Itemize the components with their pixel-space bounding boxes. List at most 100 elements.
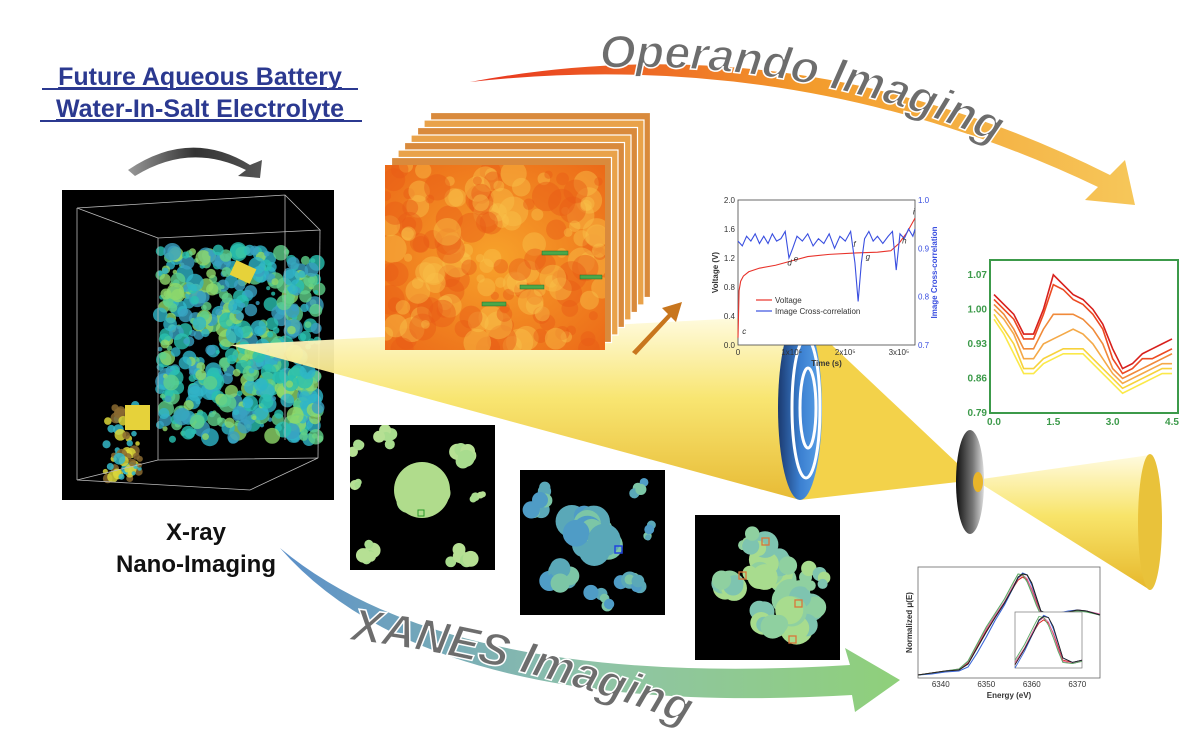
texture-spot xyxy=(385,168,406,192)
particle xyxy=(137,466,142,471)
texture-spot xyxy=(421,319,430,329)
texture-spot xyxy=(582,234,604,256)
series-line-0 xyxy=(993,273,1173,370)
roi-marker xyxy=(761,537,770,546)
texture-spot xyxy=(444,176,455,187)
texture-spot xyxy=(580,331,596,347)
particle xyxy=(550,573,570,593)
texture-spot xyxy=(556,261,587,291)
texture-spot xyxy=(580,196,595,211)
inset-frame xyxy=(1014,611,1083,669)
y-tick-label: 1.07 xyxy=(968,270,988,281)
particle xyxy=(190,295,200,305)
y2-tick-label: 0.7 xyxy=(918,341,930,350)
series-line-0 xyxy=(737,217,916,338)
texture-spot xyxy=(472,194,490,212)
texture-spot xyxy=(580,199,592,212)
normalized-intensity-chart: 0.0 1.5 3.0 4.5 0.79 0.86 0.93 1.00 1.07 xyxy=(968,259,1179,428)
y-tick-label: 1.2 xyxy=(724,254,736,263)
particle xyxy=(195,369,207,381)
particle xyxy=(271,396,277,402)
texture-spot xyxy=(395,328,418,350)
texture-spot xyxy=(548,188,576,216)
particle xyxy=(183,338,190,345)
particle xyxy=(603,598,615,610)
texture-spot xyxy=(539,314,556,331)
x-tick-label: 0 xyxy=(736,348,741,357)
particle xyxy=(394,462,450,518)
particle xyxy=(255,300,260,306)
roi-marker xyxy=(794,599,803,608)
texture-spot xyxy=(385,201,407,225)
texture-spot xyxy=(544,275,558,288)
particle xyxy=(160,339,170,349)
particle xyxy=(205,344,216,356)
texture-spot xyxy=(548,277,572,301)
roi-marker xyxy=(417,509,425,517)
particle xyxy=(742,565,758,581)
particle xyxy=(131,430,137,437)
particle xyxy=(251,389,258,396)
texture-spot xyxy=(385,284,405,315)
title-line-1: Future Aqueous Battery xyxy=(58,63,342,91)
texture-spot xyxy=(526,288,543,305)
y-tick-label: 0.86 xyxy=(968,373,988,384)
texture-spot xyxy=(385,327,394,341)
particle xyxy=(203,375,218,390)
particle xyxy=(353,439,364,450)
texture-spot xyxy=(461,259,477,275)
inset-series-line-4 xyxy=(1014,615,1083,665)
texture-spot xyxy=(459,305,483,329)
particle xyxy=(221,267,232,277)
particle xyxy=(173,333,190,350)
texture-spot xyxy=(524,248,546,271)
texture-spot xyxy=(416,297,443,323)
texture-spot xyxy=(517,289,544,315)
texture-spot xyxy=(500,318,514,332)
particle xyxy=(235,311,245,321)
particle xyxy=(244,303,258,317)
particle xyxy=(299,432,309,441)
particle xyxy=(170,347,181,357)
particle xyxy=(477,491,484,499)
legend-label: Voltage xyxy=(775,296,802,305)
particle xyxy=(303,272,318,288)
particle xyxy=(308,429,324,445)
texture-spot xyxy=(437,295,453,311)
particle xyxy=(258,394,274,409)
particle xyxy=(158,351,167,360)
texture-spot xyxy=(479,165,502,183)
y-tick-label: 0.4 xyxy=(724,312,736,321)
texture-spot xyxy=(385,191,392,201)
texture-spot xyxy=(573,230,590,247)
texture-spot xyxy=(467,311,489,333)
inset-series-line-1 xyxy=(1014,617,1083,664)
particle xyxy=(242,398,253,409)
particle xyxy=(126,440,133,447)
particle xyxy=(469,495,477,503)
particle xyxy=(271,278,279,286)
texture-spot xyxy=(409,233,430,253)
particle xyxy=(113,452,126,465)
particle xyxy=(135,441,140,446)
series-line-1 xyxy=(993,283,1173,375)
texture-spot xyxy=(561,206,570,215)
particle xyxy=(583,584,599,601)
texture-spot xyxy=(454,319,473,338)
texture-spot xyxy=(401,226,416,241)
texture-spot xyxy=(588,311,598,321)
particle xyxy=(158,408,170,419)
texture-spot xyxy=(559,196,587,224)
particle xyxy=(457,449,475,467)
particle xyxy=(298,270,306,278)
texture-spot xyxy=(459,243,474,258)
particle xyxy=(644,534,651,541)
y-axis-label: Voltage (V) xyxy=(711,252,720,294)
texture-spot xyxy=(423,230,443,250)
texture-spot xyxy=(390,165,409,179)
texture-spot xyxy=(502,336,522,350)
series-line-3 xyxy=(993,308,1172,385)
texture-spot xyxy=(471,183,492,204)
texture-spot xyxy=(490,291,499,300)
particle xyxy=(760,614,785,639)
